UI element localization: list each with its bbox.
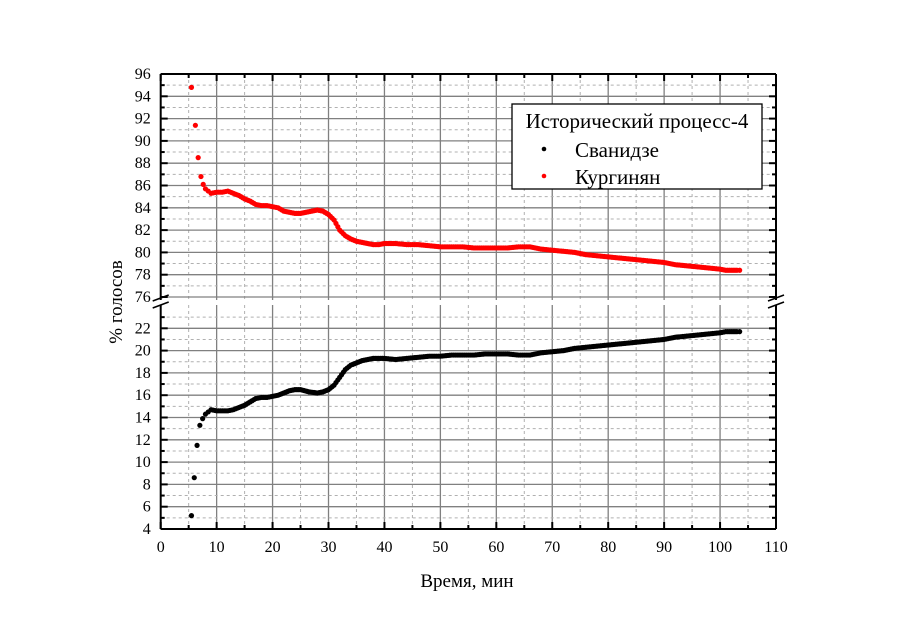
- legend-label-1: Кургинян: [575, 165, 660, 189]
- data-point-kurginyan: [198, 173, 204, 180]
- y-tick-label: 14: [135, 410, 151, 427]
- x-axis-label: Время, мин: [420, 571, 513, 592]
- data-point-svanidze: [737, 329, 743, 335]
- axes: [152, 73, 785, 530]
- x-tick-label: 70: [544, 539, 560, 556]
- x-tick-label: 60: [488, 539, 504, 556]
- legend-label-0: Сванидзе: [575, 138, 659, 162]
- y-tick-label: 78: [135, 267, 151, 284]
- y-tick-label: 16: [135, 387, 151, 404]
- y-tick-label: 92: [135, 111, 151, 128]
- x-tick-label: 30: [321, 539, 337, 556]
- y-tick-label: 20: [135, 343, 151, 360]
- data-points: [188, 84, 743, 519]
- data-point-svanidze: [197, 422, 203, 428]
- y-tick-label: 22: [135, 320, 151, 337]
- legend-marker-1: [541, 173, 547, 179]
- legend-title: Исторический процесс-4: [526, 109, 749, 133]
- y-axis-label: % голосов: [106, 260, 127, 344]
- x-tick-label: 0: [157, 539, 165, 556]
- y-tick-label: 88: [135, 155, 151, 172]
- axis-break-mark: [152, 301, 169, 309]
- data-point-svanidze: [188, 513, 195, 519]
- data-point-kurginyan: [200, 181, 206, 187]
- x-tick-label: 40: [376, 539, 392, 556]
- y-tick-label: 10: [135, 454, 151, 471]
- data-point-kurginyan: [188, 84, 195, 90]
- data-point-kurginyan: [195, 155, 201, 161]
- y-tick-label: 86: [135, 178, 151, 195]
- x-tick-label: 80: [600, 539, 616, 556]
- y-tick-label: 18: [135, 365, 151, 382]
- y-tick-label: 84: [135, 200, 151, 217]
- x-tick-label: 100: [708, 539, 732, 556]
- y-tick-label: 94: [135, 88, 151, 105]
- x-tick-label: 20: [265, 539, 281, 556]
- y-tick-label: 8: [143, 476, 151, 493]
- data-point-svanidze: [194, 442, 200, 448]
- tick-labels: 0 10 20 30 40 50 60 70 80 90 100 110767880828486889…: [135, 66, 788, 556]
- data-point-svanidze: [191, 475, 197, 481]
- y-tick-label: 6: [143, 499, 151, 516]
- grid: [160, 74, 776, 529]
- axis-break-mark: [767, 301, 785, 309]
- y-tick-label: 90: [135, 133, 151, 150]
- legend-marker-0: [541, 146, 547, 152]
- y-tick-label: 82: [135, 222, 151, 239]
- y-tick-label: 76: [135, 289, 151, 306]
- y-tick-label: 80: [135, 244, 151, 261]
- y-tick-label: 96: [135, 66, 151, 83]
- data-point-svanidze: [200, 416, 206, 422]
- x-tick-label: 90: [656, 539, 672, 556]
- x-tick-label: 110: [764, 539, 787, 556]
- legend-box: [511, 103, 763, 190]
- y-tick-label: 4: [143, 521, 151, 538]
- legend: Исторический процесс-4 Сванидзе Кургинян: [511, 103, 763, 190]
- y-tick-label: 12: [135, 432, 151, 449]
- x-tick-label: 10: [209, 539, 225, 556]
- data-point-kurginyan: [737, 267, 743, 273]
- data-point-kurginyan: [192, 122, 198, 128]
- x-tick-label: 50: [432, 539, 448, 556]
